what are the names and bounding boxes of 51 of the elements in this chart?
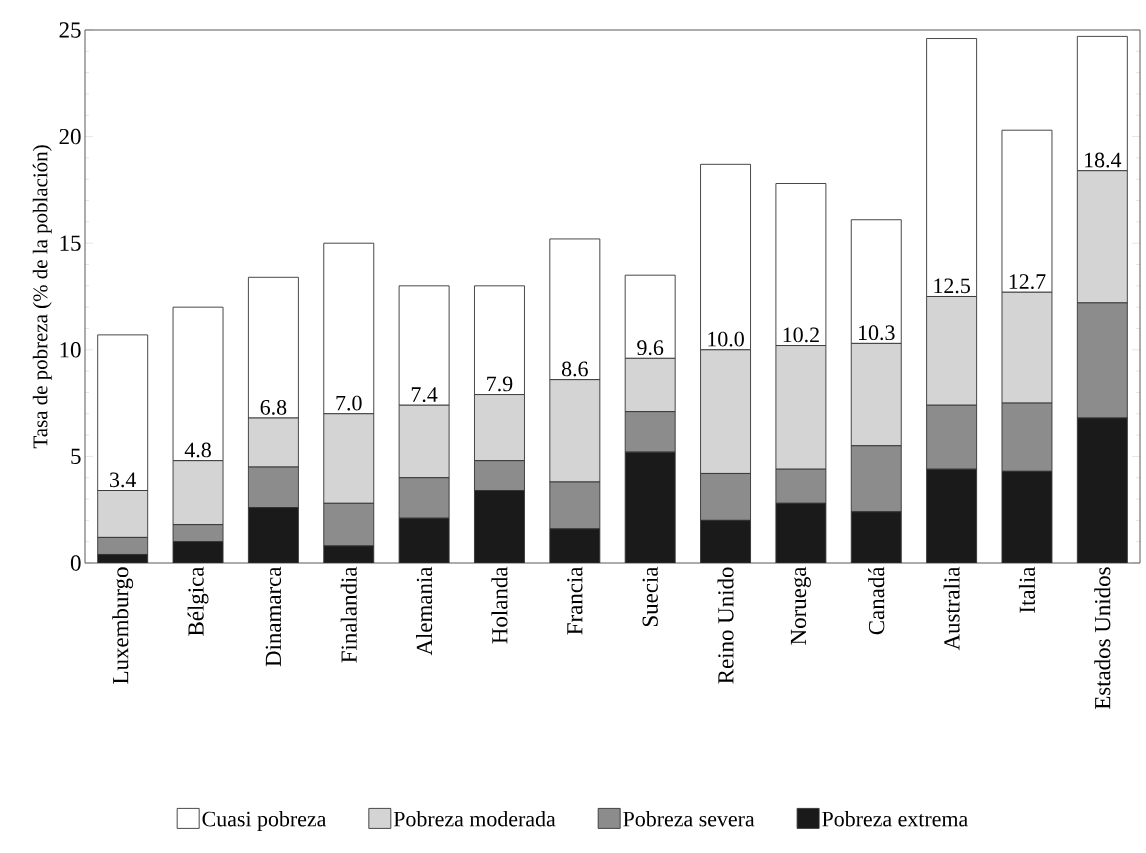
annotation: 12.5 <box>934 278 970 294</box>
x-tick-label: Italia <box>1018 566 1036 613</box>
bar <box>775 503 826 563</box>
x-tick-label: Bélgica <box>187 566 209 636</box>
annotation: 7.4 <box>411 387 438 403</box>
y-tick-label: 15 <box>60 235 81 251</box>
x-tick-label: Noruega <box>790 566 811 645</box>
legend-label: Pobreza extrema <box>822 811 968 827</box>
legend-label: Pobreza severa <box>623 811 755 827</box>
x-tick-label: Finalandia <box>340 566 357 663</box>
y-tick-label: 10 <box>60 342 81 358</box>
bar <box>1001 471 1052 563</box>
x-tick-label: Reino Unido <box>717 567 734 684</box>
bar <box>926 469 977 563</box>
x-tick-label: Estados Unidos <box>1094 567 1111 710</box>
annotation: 10.2 <box>783 327 819 343</box>
bar <box>474 490 525 563</box>
bar <box>173 541 224 563</box>
annotation: 6.8 <box>260 399 287 415</box>
annotation: 3.4 <box>110 472 137 488</box>
y-tick-label: 0 <box>70 555 81 571</box>
x-tick-label: Suecia <box>642 566 658 627</box>
bar <box>1076 417 1128 563</box>
x-tick-label: Australia <box>943 566 960 651</box>
bar <box>399 518 450 563</box>
annotation: 10.0 <box>708 331 744 347</box>
annotation: 7.0 <box>336 395 362 411</box>
bar <box>549 528 600 563</box>
x-tick-label: Canadá <box>868 566 885 635</box>
bar <box>248 507 299 563</box>
annotation: 10.3 <box>859 325 895 341</box>
annotation: 18.4 <box>1085 152 1122 168</box>
legend-label: Cuasi pobreza <box>202 811 327 831</box>
y-tick-label: 5 <box>71 448 81 465</box>
y-tick-label: 20 <box>59 128 81 145</box>
annotation: 12.7 <box>1009 274 1046 290</box>
annotation: 9.6 <box>637 340 664 356</box>
annotation: 7.9 <box>487 376 513 392</box>
x-tick-label: Francia <box>567 566 583 635</box>
x-tick-label: Alemania <box>416 566 433 656</box>
bar <box>851 511 902 563</box>
x-tick-label: Luxemburgo <box>112 567 134 684</box>
x-tick-label: Holanda <box>491 566 508 644</box>
annotation: 8.6 <box>561 361 588 377</box>
y-axis-title: Tasa de pobreza (% de la población) <box>32 145 52 449</box>
annotation: 4.8 <box>184 442 211 458</box>
bar <box>700 520 751 563</box>
x-tick-label: Dinamarca <box>265 566 282 667</box>
y-tick-label: 25 <box>59 22 81 38</box>
bar <box>625 452 676 563</box>
legend-label: Pobreza moderada <box>393 811 556 827</box>
